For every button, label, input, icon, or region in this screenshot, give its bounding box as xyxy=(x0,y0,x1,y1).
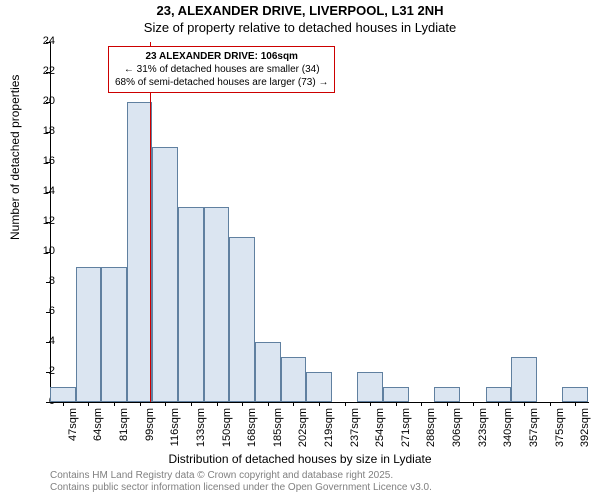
y-tick-mark xyxy=(46,282,50,283)
x-tick-label: 116sqm xyxy=(169,408,181,456)
x-tick-label: 202sqm xyxy=(297,408,309,456)
y-tick-mark xyxy=(46,252,50,253)
x-tick-label: 81sqm xyxy=(118,408,130,456)
x-tick-label: 254sqm xyxy=(374,408,386,456)
histogram-bar xyxy=(486,387,512,402)
attrib-line2: Contains public sector information licen… xyxy=(50,482,432,494)
histogram-bar xyxy=(511,357,537,402)
histogram-bar xyxy=(306,372,332,402)
histogram-bar xyxy=(50,387,76,402)
y-tick-mark xyxy=(46,192,50,193)
x-tick-mark xyxy=(345,402,346,406)
x-tick-mark xyxy=(114,402,115,406)
x-tick-mark xyxy=(268,402,269,406)
y-tick-mark xyxy=(46,102,50,103)
histogram-bar xyxy=(357,372,383,402)
x-tick-label: 340sqm xyxy=(502,408,514,456)
y-axis-label: Number of detached properties xyxy=(8,75,22,240)
y-tick-mark xyxy=(46,342,50,343)
y-tick-label: 14 xyxy=(35,185,55,197)
x-tick-mark xyxy=(191,402,192,406)
y-tick-label: 10 xyxy=(35,245,55,257)
x-tick-label: 47sqm xyxy=(67,408,79,456)
y-tick-label: 22 xyxy=(35,65,55,77)
histogram-bar xyxy=(434,387,460,402)
chart-title-sub: Size of property relative to detached ho… xyxy=(0,20,600,35)
x-tick-mark xyxy=(217,402,218,406)
y-tick-label: 4 xyxy=(35,335,55,347)
x-tick-label: 392sqm xyxy=(579,408,591,456)
y-tick-mark xyxy=(46,402,50,403)
y-tick-label: 16 xyxy=(35,155,55,167)
x-tick-label: 271sqm xyxy=(400,408,412,456)
y-tick-label: 6 xyxy=(35,305,55,317)
x-tick-mark xyxy=(447,402,448,406)
y-tick-mark xyxy=(46,222,50,223)
x-tick-mark xyxy=(550,402,551,406)
y-tick-label: 24 xyxy=(35,35,55,47)
chart-container: 23, ALEXANDER DRIVE, LIVERPOOL, L31 2NH … xyxy=(0,0,600,500)
x-tick-label: 99sqm xyxy=(144,408,156,456)
x-tick-mark xyxy=(140,402,141,406)
y-tick-mark xyxy=(46,312,50,313)
x-tick-label: 375sqm xyxy=(554,408,566,456)
histogram-bar xyxy=(383,387,409,402)
x-tick-label: 150sqm xyxy=(221,408,233,456)
x-tick-mark xyxy=(498,402,499,406)
x-tick-mark xyxy=(293,402,294,406)
histogram-bar xyxy=(152,147,178,402)
attrib-line1: Contains HM Land Registry data © Crown c… xyxy=(50,470,432,482)
y-tick-label: 8 xyxy=(35,275,55,287)
x-tick-mark xyxy=(473,402,474,406)
x-tick-label: 357sqm xyxy=(528,408,540,456)
x-tick-mark xyxy=(242,402,243,406)
annotation-line3: 68% of semi-detached houses are larger (… xyxy=(115,76,328,89)
y-tick-label: 12 xyxy=(35,215,55,227)
annotation-line2: ← 31% of detached houses are smaller (34… xyxy=(115,63,328,76)
x-tick-mark xyxy=(575,402,576,406)
x-tick-label: 219sqm xyxy=(323,408,335,456)
y-tick-label: 20 xyxy=(35,95,55,107)
x-tick-label: 64sqm xyxy=(92,408,104,456)
y-tick-label: 2 xyxy=(35,365,55,377)
histogram-bar xyxy=(204,207,230,402)
x-tick-mark xyxy=(63,402,64,406)
x-tick-mark xyxy=(421,402,422,406)
histogram-bar xyxy=(76,267,102,402)
annotation-box: 23 ALEXANDER DRIVE: 106sqm ← 31% of deta… xyxy=(108,46,335,93)
x-axis-label: Distribution of detached houses by size … xyxy=(0,452,600,466)
histogram-bar xyxy=(178,207,204,402)
annotation-title: 23 ALEXANDER DRIVE: 106sqm xyxy=(115,50,328,63)
chart-title-main: 23, ALEXANDER DRIVE, LIVERPOOL, L31 2NH xyxy=(0,3,600,18)
x-tick-mark xyxy=(396,402,397,406)
histogram-bar xyxy=(101,267,127,402)
x-tick-label: 306sqm xyxy=(451,408,463,456)
y-tick-mark xyxy=(46,72,50,73)
x-tick-label: 168sqm xyxy=(246,408,258,456)
attribution: Contains HM Land Registry data © Crown c… xyxy=(50,470,432,494)
y-tick-label: 18 xyxy=(35,125,55,137)
histogram-bar xyxy=(127,102,153,402)
reference-line xyxy=(150,42,151,402)
y-tick-mark xyxy=(46,132,50,133)
x-tick-mark xyxy=(524,402,525,406)
x-tick-mark xyxy=(370,402,371,406)
y-tick-mark xyxy=(46,162,50,163)
x-tick-mark xyxy=(319,402,320,406)
x-tick-mark xyxy=(165,402,166,406)
histogram-bar xyxy=(281,357,307,402)
histogram-bar xyxy=(562,387,588,402)
y-tick-mark xyxy=(46,372,50,373)
x-tick-mark xyxy=(88,402,89,406)
x-tick-label: 133sqm xyxy=(195,408,207,456)
histogram-bar xyxy=(229,237,255,402)
x-tick-label: 288sqm xyxy=(425,408,437,456)
x-tick-label: 185sqm xyxy=(272,408,284,456)
x-tick-label: 323sqm xyxy=(477,408,489,456)
histogram-bar xyxy=(255,342,281,402)
x-tick-label: 237sqm xyxy=(349,408,361,456)
y-tick-mark xyxy=(46,42,50,43)
